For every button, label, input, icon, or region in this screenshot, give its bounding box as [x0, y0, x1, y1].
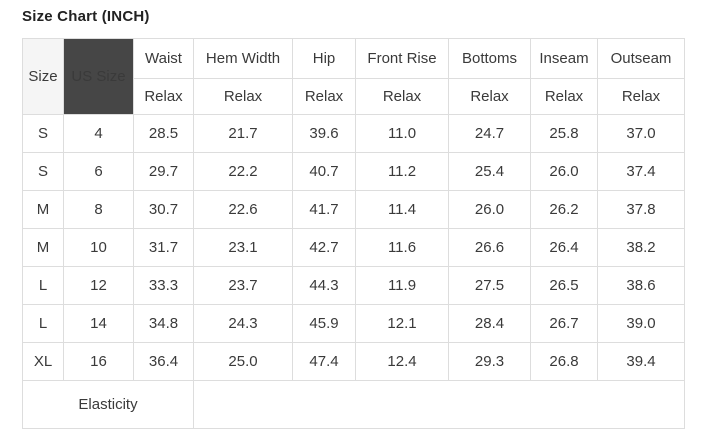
us-size-cell: 14 [63, 304, 134, 343]
value-cell: 29.3 [448, 342, 531, 381]
value-cell: 24.3 [193, 304, 293, 343]
value-cell: 25.0 [193, 342, 293, 381]
value-cell: 24.7 [448, 114, 531, 153]
value-cell: 28.5 [133, 114, 194, 153]
header-inseam: Inseam [530, 38, 598, 79]
value-cell: 11.6 [355, 228, 449, 267]
value-cell: 37.8 [597, 190, 685, 229]
header-us-size: US Size [63, 38, 134, 115]
value-cell: 26.6 [448, 228, 531, 267]
value-cell: 29.7 [133, 152, 194, 191]
table-row: L 14 34.8 24.3 45.9 12.1 28.4 26.7 39.0 [22, 304, 685, 343]
value-cell: 26.5 [530, 266, 598, 305]
value-cell: 11.9 [355, 266, 449, 305]
value-cell: 25.4 [448, 152, 531, 191]
value-cell: 42.7 [292, 228, 356, 267]
size-cell: XL [22, 342, 64, 381]
value-cell: 11.2 [355, 152, 449, 191]
table-row: M 8 30.7 22.6 41.7 11.4 26.0 26.2 37.8 [22, 190, 685, 229]
fit-type-cell: Relax [193, 78, 293, 115]
fit-type-cell: Relax [292, 78, 356, 115]
value-cell: 41.7 [292, 190, 356, 229]
value-cell: 21.7 [193, 114, 293, 153]
us-size-cell: 16 [63, 342, 134, 381]
value-cell: 22.2 [193, 152, 293, 191]
fit-type-cell: Relax [355, 78, 449, 115]
value-cell: 27.5 [448, 266, 531, 305]
size-cell: L [22, 304, 64, 343]
value-cell: 22.6 [193, 190, 293, 229]
value-cell: 37.4 [597, 152, 685, 191]
header-hip: Hip [292, 38, 356, 79]
table-row: S 6 29.7 22.2 40.7 11.2 25.4 26.0 37.4 [22, 152, 685, 191]
table-row: S 4 28.5 21.7 39.6 11.0 24.7 25.8 37.0 [22, 114, 685, 153]
value-cell: 11.4 [355, 190, 449, 229]
us-size-cell: 4 [63, 114, 134, 153]
table-row: M 10 31.7 23.1 42.7 11.6 26.6 26.4 38.2 [22, 228, 685, 267]
header-row-fit: Relax Relax Relax Relax Relax Relax Rela… [23, 78, 685, 115]
value-cell: 25.8 [530, 114, 598, 153]
value-cell: 33.3 [133, 266, 194, 305]
value-cell: 34.8 [133, 304, 194, 343]
elasticity-row: Elasticity [22, 380, 685, 429]
header-waist: Waist [133, 38, 194, 79]
value-cell: 23.1 [193, 228, 293, 267]
value-cell: 31.7 [133, 228, 194, 267]
value-cell: 45.9 [292, 304, 356, 343]
value-cell: 39.0 [597, 304, 685, 343]
value-cell: 12.1 [355, 304, 449, 343]
fit-type-cell: Relax [448, 78, 531, 115]
value-cell: 26.7 [530, 304, 598, 343]
value-cell: 39.6 [292, 114, 356, 153]
size-cell: S [22, 152, 64, 191]
value-cell: 36.4 [133, 342, 194, 381]
size-cell: M [22, 228, 64, 267]
value-cell: 26.2 [530, 190, 598, 229]
value-cell: 30.7 [133, 190, 194, 229]
value-cell: 44.3 [292, 266, 356, 305]
header-bottoms: Bottoms [448, 38, 531, 79]
table-row: L 12 33.3 23.7 44.3 11.9 27.5 26.5 38.6 [22, 266, 685, 305]
header-size: Size [22, 38, 64, 115]
value-cell: 37.0 [597, 114, 685, 153]
value-cell: 11.0 [355, 114, 449, 153]
elasticity-label: Elasticity [22, 380, 194, 429]
value-cell: 23.7 [193, 266, 293, 305]
us-size-cell: 10 [63, 228, 134, 267]
value-cell: 26.8 [530, 342, 598, 381]
header-outseam: Outseam [597, 38, 685, 79]
value-cell: 40.7 [292, 152, 356, 191]
header-row-measures: Size US Size Waist Hem Width Hip Front R… [22, 38, 685, 115]
value-cell: 26.4 [530, 228, 598, 267]
value-cell: 39.4 [597, 342, 685, 381]
value-cell: 38.2 [597, 228, 685, 267]
table-row: XL 16 36.4 25.0 47.4 12.4 29.3 26.8 39.4 [22, 342, 685, 381]
elasticity-value-cell [193, 380, 685, 429]
size-cell: M [22, 190, 64, 229]
page-title: Size Chart (INCH) [22, 8, 150, 25]
value-cell: 26.0 [530, 152, 598, 191]
value-cell: 38.6 [597, 266, 685, 305]
size-cell: L [22, 266, 64, 305]
size-chart-table: Size US Size Waist Hem Width Hip Front R… [22, 38, 685, 429]
value-cell: 26.0 [448, 190, 531, 229]
us-size-cell: 6 [63, 152, 134, 191]
fit-type-cell: Relax [597, 78, 685, 115]
fit-type-cell: Relax [530, 78, 598, 115]
fit-type-cell: Relax [133, 78, 194, 115]
header-front-rise: Front Rise [355, 38, 449, 79]
size-cell: S [22, 114, 64, 153]
value-cell: 12.4 [355, 342, 449, 381]
us-size-cell: 8 [63, 190, 134, 229]
value-cell: 28.4 [448, 304, 531, 343]
header-hem-width: Hem Width [193, 38, 293, 79]
value-cell: 47.4 [292, 342, 356, 381]
us-size-cell: 12 [63, 266, 134, 305]
